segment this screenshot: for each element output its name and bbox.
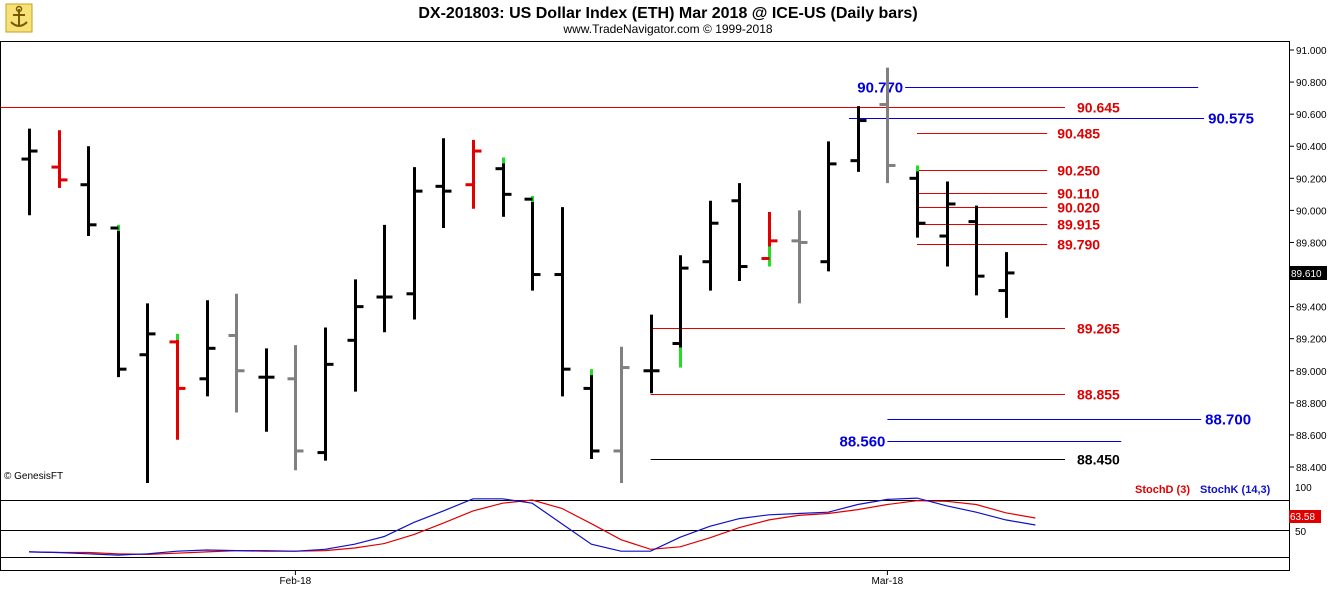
- ohlc-bar: [850, 106, 867, 172]
- chart-title: DX-201803: US Dollar Index (ETH) Mar 201…: [418, 5, 917, 22]
- price-level-label: 90.645: [1077, 100, 1120, 116]
- ohlc-bar: [702, 200, 719, 291]
- price-axis-label: 90.400: [1296, 142, 1327, 153]
- ohlc-bar: [524, 195, 541, 291]
- ohlc-bar: [51, 130, 68, 188]
- ohlc-bar: [110, 224, 127, 378]
- price-axis-label: 90.000: [1296, 206, 1327, 217]
- ohlc-bar: [554, 207, 571, 397]
- price-level-label: 89.265: [1077, 321, 1120, 337]
- price-level-label: 90.485: [1057, 126, 1100, 142]
- ohlc-bar: [820, 141, 837, 272]
- indicator-panel-frame: [0, 500, 1290, 571]
- ohlc-bar: [376, 224, 393, 333]
- date-axis-label: Mar-18: [872, 576, 904, 587]
- indicator-tick-50: 50: [1295, 527, 1307, 538]
- price-axis-label: 88.400: [1296, 463, 1327, 474]
- ohlc-bar: [939, 181, 956, 267]
- price-axis-label: 91.000: [1296, 46, 1327, 57]
- price-axis-label: 88.800: [1296, 399, 1327, 410]
- ohlc-bar: [791, 210, 808, 304]
- ohlc-bar: [879, 67, 896, 184]
- price-level-label: 90.020: [1057, 200, 1100, 216]
- price-level-label: 90.110: [1057, 186, 1099, 202]
- price-axis-label: 90.600: [1296, 110, 1327, 121]
- date-axis-label: Feb-18: [280, 576, 312, 587]
- ohlc-bar: [643, 314, 660, 394]
- date-axis: Feb-18 Mar-18: [280, 570, 904, 587]
- ohlc-bar: [495, 157, 512, 217]
- ohlc-bar: [968, 205, 985, 296]
- price-level-label: 88.855: [1077, 387, 1120, 403]
- last-price-box: [1289, 266, 1327, 280]
- price-axis-label: 89.400: [1296, 303, 1327, 314]
- indicator-tick-100: 100: [1295, 483, 1312, 494]
- price-axis: 91.000 90.800 90.600 90.400 90.200 90.000 89.8…: [1289, 46, 1327, 474]
- stochd-last-box: [1289, 510, 1321, 523]
- ohlc-bar: [199, 300, 216, 397]
- price-level-label: 89.915: [1057, 217, 1100, 233]
- ohlc-bar: [21, 128, 38, 216]
- price-level-label: 88.700: [1205, 412, 1251, 429]
- genesis-logo-icon: [5, 3, 33, 33]
- price-level-label: 88.560: [840, 434, 886, 451]
- stochd-label: StochD (3): [1135, 484, 1190, 496]
- stochk-line: [28, 497, 1036, 556]
- stochd-line: [28, 499, 1036, 556]
- price-axis-label: 89.800: [1296, 238, 1327, 249]
- price-axis-label: 90.200: [1296, 174, 1327, 185]
- stochastic-lines: [28, 497, 1036, 556]
- ohlc-bar: [347, 279, 364, 392]
- price-level-label: 90.575: [1208, 111, 1254, 128]
- ohlc-bar: [139, 303, 156, 484]
- ohlc-bar: [406, 167, 423, 320]
- ohlc-bar: [287, 345, 304, 471]
- price-level-label: 88.450: [1077, 452, 1120, 468]
- chart-subtitle: www.TradeNavigator.com © 1999-2018: [562, 22, 772, 36]
- ohlc-bar: [465, 139, 482, 209]
- price-level-label: 90.770: [857, 80, 903, 97]
- ohlc-bar: [583, 369, 600, 459]
- ohlc-bar: [613, 346, 630, 484]
- ohlc-bar: [169, 333, 186, 440]
- ohlc-bar: [80, 146, 97, 237]
- price-axis-label: 89.200: [1296, 335, 1327, 346]
- stochd-last-value: 63.58: [1290, 512, 1315, 523]
- price-axis-label: 90.800: [1296, 78, 1327, 89]
- ohlc-bar: [761, 211, 778, 267]
- ohlc-bars: [21, 67, 1015, 484]
- last-price-label: 89.610: [1291, 269, 1322, 280]
- price-axis-label: 88.600: [1296, 431, 1327, 442]
- price-levels: 90.770 90.645 90.575 90.485 90.250 90.11090.0…: [1, 80, 1254, 468]
- price-level-label: 90.250: [1057, 163, 1100, 179]
- ohlc-bar: [435, 138, 452, 229]
- ohlc-bar: [672, 255, 689, 368]
- ohlc-bar: [731, 183, 748, 281]
- ohlc-bar: [998, 252, 1015, 318]
- genesis-watermark: © GenesisFT: [4, 471, 63, 482]
- ohlc-bar: [228, 293, 245, 413]
- ohlc-bar: [909, 165, 926, 238]
- price-axis-label: 89.000: [1296, 367, 1327, 378]
- price-level-label: 89.790: [1057, 237, 1100, 253]
- ohlc-bar: [258, 348, 275, 432]
- ohlc-bar: [317, 327, 334, 461]
- stochk-label: StochK (14,3): [1200, 484, 1271, 496]
